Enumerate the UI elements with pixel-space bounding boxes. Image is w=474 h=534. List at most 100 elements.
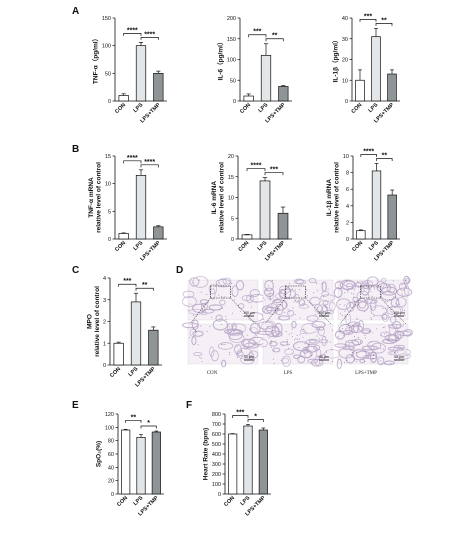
y-tick-label: 30 [342, 37, 348, 43]
y-axis-label: relative level of control [96, 162, 103, 233]
category-label: LPS [133, 495, 145, 507]
bar [243, 95, 254, 102]
y-tick-label: 50 [230, 78, 236, 84]
histology-image: 100 μm [333, 275, 413, 325]
bar [355, 79, 365, 102]
panel-label: F [186, 400, 192, 411]
bar [259, 180, 271, 240]
y-tick-label: 0 [233, 99, 236, 105]
significance-bracket [123, 160, 142, 164]
category-label: LPS [368, 240, 380, 252]
significance-bracket [123, 32, 142, 36]
significance-label: * [254, 414, 257, 421]
y-tick-label: 20 [108, 479, 114, 485]
significance-bracket [135, 287, 154, 291]
histology-image: 50 μm [182, 319, 266, 368]
bar [130, 301, 142, 366]
significance-bracket [375, 23, 393, 26]
panel-label: B [72, 144, 79, 155]
y-tick-label: 150 [102, 16, 111, 22]
y-axis-label: relative level of control [219, 162, 226, 233]
y-tick-label: 100 [102, 44, 111, 50]
y-tick-label: 600 [212, 432, 221, 438]
y-axis-label: IL-6（pg/ml） [216, 39, 224, 81]
y-axis-label: SpO₂(%) [95, 441, 102, 467]
category-label: LPS [257, 240, 269, 252]
y-tick-label: 60 [108, 452, 114, 458]
category-label: LPS+TMP [264, 240, 287, 263]
bar-chart-9: F 0 100 200 300 400 500 600 700 800 Heart Rate (bp… [186, 400, 271, 517]
category-label: CON [223, 495, 236, 508]
zoom-guide-line [189, 297, 211, 325]
histology-image: 100 μm [182, 276, 266, 325]
y-axis-label: MPO [86, 314, 93, 329]
bar [387, 73, 397, 102]
significance-label: ** [382, 152, 388, 159]
zoom-guide-line [380, 297, 407, 325]
y-tick-label: 20 [342, 58, 348, 64]
histology-label-lps: LPS [284, 371, 293, 376]
bar [153, 72, 164, 102]
y-axis-label: TNF-α（pg/ml） [91, 35, 99, 84]
significance-label: ** [131, 414, 137, 421]
bar [356, 230, 366, 240]
category-label: CON [351, 102, 364, 115]
bar-chart-6: 0 2 4 6 8 10 IL-1β mRNA relative level of contr… [326, 148, 400, 262]
y-axis-label: IL-6 mRNA [211, 181, 218, 215]
bar [371, 36, 381, 102]
y-tick-label: 50 [105, 71, 111, 77]
bar-chart-5: 0 5 10 15 20 IL-6 mRNA relative level of contr… [211, 154, 292, 262]
y-tick-label: 200 [227, 16, 236, 22]
y-tick-label: 0 [108, 237, 111, 243]
bar [278, 86, 289, 102]
significance-label: *** [253, 29, 261, 36]
y-tick-label: 500 [212, 442, 221, 448]
bar [241, 234, 253, 240]
zoom-region-box [360, 285, 381, 299]
y-tick-label: 40 [108, 465, 114, 471]
scale-bar-label: 100 μm [393, 311, 405, 315]
y-tick-label: 800 [212, 412, 221, 418]
y-tick-label: 0 [346, 237, 349, 243]
histology-image: 50 μm [334, 320, 413, 369]
y-tick-label: 700 [212, 422, 221, 428]
significance-bracket [247, 419, 264, 422]
category-label: CON [238, 240, 251, 253]
y-tick-label: 8 [346, 171, 349, 177]
significance-bracket [246, 168, 266, 172]
significance-bracket [360, 154, 377, 157]
category-label: CON [109, 366, 122, 379]
significance-bracket [140, 164, 159, 168]
zoom-guide-line [339, 297, 361, 325]
bar [277, 212, 289, 240]
bar [135, 45, 147, 102]
zoom-region-box [285, 285, 306, 299]
scale-bar-label: 100 μm [318, 311, 330, 315]
bar [136, 436, 146, 495]
bar-chart-4: B 0 5 10 15 TNF-α mRNA relative level of contr… [72, 144, 167, 262]
histology-label-con: CON [207, 371, 218, 376]
significance-bracket [118, 283, 137, 287]
panel-label: C [72, 265, 79, 276]
y-tick-label: 2 [103, 320, 106, 326]
bar-chart-7: C 0 1 2 3 4 MPO relative level of control CON LPS… [72, 265, 162, 388]
histology-image: 50 μm [257, 320, 340, 367]
significance-label: **** [127, 155, 138, 162]
bar [113, 342, 124, 366]
bar [118, 95, 129, 102]
significance-label: *** [123, 278, 131, 285]
significance-bracket [376, 158, 393, 161]
significance-label: *** [236, 410, 244, 417]
zoom-region-box [210, 285, 231, 299]
category-label: LPS [368, 102, 380, 114]
scale-bar-label: 50 μm [244, 355, 254, 359]
panel-label: A [72, 6, 79, 17]
zoom-guide-line [264, 297, 286, 325]
category-label: LPS [128, 366, 140, 378]
zoom-guide-line [230, 297, 257, 325]
